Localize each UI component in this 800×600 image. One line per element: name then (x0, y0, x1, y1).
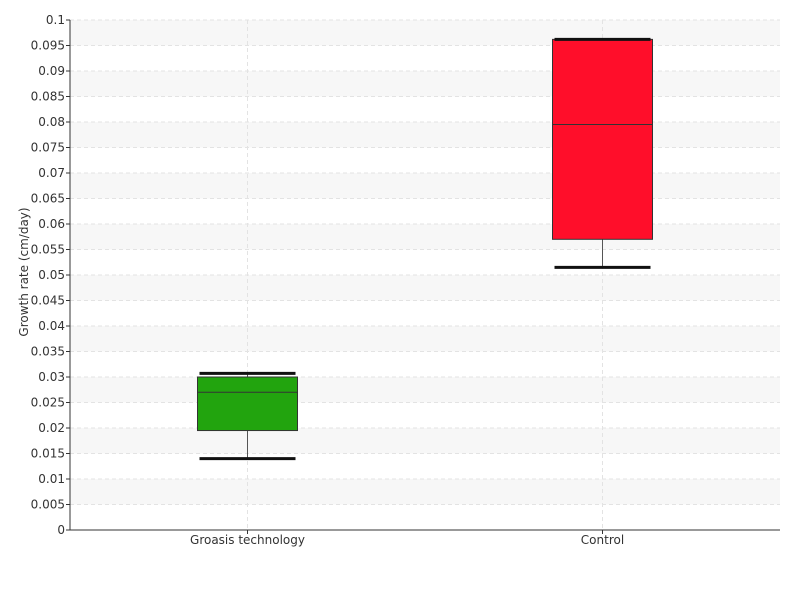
y-tick-label: 0.075 (31, 141, 65, 155)
background-band (70, 275, 780, 301)
y-tick-label: 0.035 (31, 345, 65, 359)
y-tick-label: 0.06 (38, 217, 65, 231)
y-tick-label: 0.01 (38, 472, 65, 486)
box-0 (197, 371, 298, 461)
boxes-layer (197, 37, 653, 461)
y-tick-label: 0.005 (31, 498, 65, 512)
y-tick-label: 0.03 (38, 370, 65, 384)
y-tick-label: 0.08 (38, 115, 65, 129)
x-tick-label: Control (581, 533, 624, 547)
background-band (70, 122, 780, 148)
box-body (197, 376, 298, 432)
y-axis-ticks: 0 0.005 0.01 0.015 0.02 0.025 0.03 0.035 0.04 0.0… (31, 13, 70, 537)
background-band (70, 479, 780, 505)
y-tick-label: 0.1 (46, 13, 65, 27)
y-tick-label: 0.05 (38, 268, 65, 282)
y-tick-label: 0.025 (31, 396, 65, 410)
background-band (70, 428, 780, 454)
y-tick-label: 0.055 (31, 243, 65, 257)
y-tick-label: 0.09 (38, 64, 65, 78)
background-band (70, 326, 780, 352)
x-tick-label: Groasis technology (190, 533, 305, 547)
y-tick-label: 0.045 (31, 294, 65, 308)
x-axis-ticks: Groasis technology Control (190, 530, 624, 547)
box-1 (552, 37, 653, 269)
background-band (70, 20, 780, 46)
background-band (70, 71, 780, 97)
y-tick-label: 0.04 (38, 319, 65, 333)
background-bands (70, 20, 780, 505)
background-band (70, 377, 780, 403)
box-body (552, 38, 653, 240)
grid-lines (70, 19, 780, 530)
background-band (70, 224, 780, 250)
y-tick-label: 0.07 (38, 166, 65, 180)
y-tick-label: 0 (57, 523, 65, 537)
y-axis-label: Growth rate (cm/day) (17, 207, 31, 336)
y-tick-label: 0.085 (31, 90, 65, 104)
y-tick-label: 0.015 (31, 447, 65, 461)
y-tick-label: 0.065 (31, 192, 65, 206)
y-tick-label: 0.095 (31, 39, 65, 53)
background-band (70, 173, 780, 199)
y-tick-label: 0.02 (38, 421, 65, 435)
